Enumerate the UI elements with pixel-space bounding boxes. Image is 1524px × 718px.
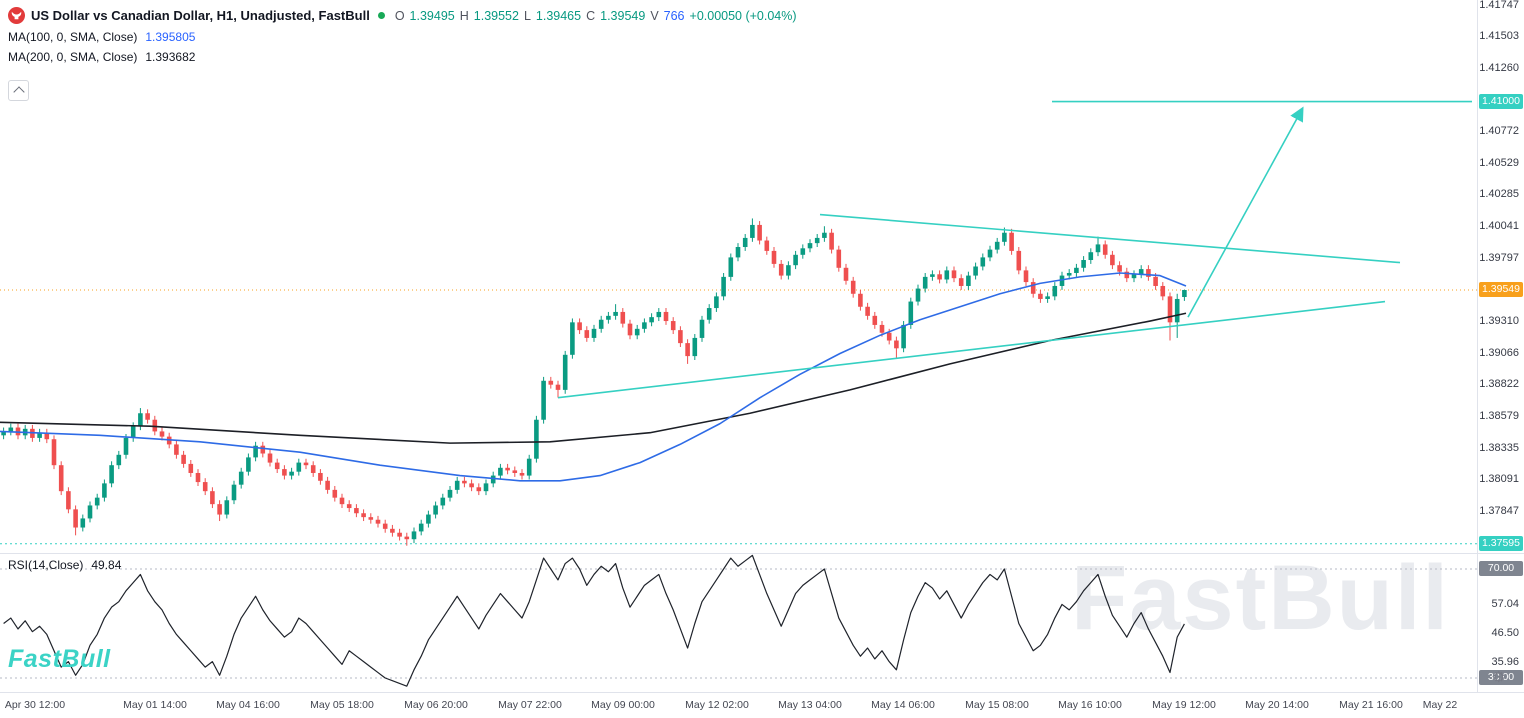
close-label: C bbox=[586, 8, 596, 23]
price-tick: 1.39310 bbox=[1479, 315, 1519, 328]
ohlc-readout: O 1.39495 H 1.39552 L 1.39465 C 1.39549 … bbox=[395, 9, 797, 23]
price-axis[interactable]: 1.41747 1.41503 1.41260 1.40772 1.40529 1.402… bbox=[1478, 0, 1524, 692]
open-label: O bbox=[394, 8, 405, 23]
time-label: May 12 02:00 bbox=[685, 699, 749, 711]
price-badge-teal: 1.37595 bbox=[1479, 535, 1523, 551]
price-tick: 1.41747 bbox=[1479, 0, 1519, 11]
ma200-line[interactable] bbox=[0, 312, 1187, 444]
fastbull-watermark: FastBull bbox=[1071, 547, 1450, 649]
time-label: May 14 06:00 bbox=[871, 699, 935, 711]
rsi-tick: 46.50 bbox=[1491, 627, 1519, 640]
ma100-line[interactable] bbox=[0, 272, 1187, 482]
projection-arrow[interactable] bbox=[1187, 106, 1304, 318]
time-label: May 05 18:00 bbox=[310, 699, 374, 711]
time-label: May 16 10:00 bbox=[1058, 699, 1122, 711]
ma100-value: 1.395805 bbox=[145, 30, 196, 44]
rsi-badge: 70.00 bbox=[1479, 561, 1523, 576]
close-value: 1.39549 bbox=[600, 8, 646, 23]
price-tick: 1.40041 bbox=[1479, 220, 1519, 233]
volume-label: V bbox=[650, 8, 659, 23]
rsi-tick: 57.04 bbox=[1491, 598, 1519, 611]
pane-separator[interactable] bbox=[0, 553, 1524, 554]
time-label: May 06 20:00 bbox=[404, 699, 468, 711]
rsi-value: 49.84 bbox=[91, 558, 122, 572]
price-tick: 1.37847 bbox=[1479, 505, 1519, 518]
ma200-label: MA(200, 0, SMA, Close) bbox=[8, 50, 138, 64]
ma200-row[interactable]: MA(200, 0, SMA, Close) 1.393682 bbox=[8, 50, 797, 64]
price-axis-separator bbox=[1477, 0, 1478, 692]
rsi-tick: 35.96 bbox=[1491, 655, 1519, 668]
ma100-row[interactable]: MA(100, 0, SMA, Close) 1.395805 bbox=[8, 30, 797, 44]
low-value: 1.39465 bbox=[535, 8, 582, 23]
ma100-label: MA(100, 0, SMA, Close) bbox=[8, 30, 138, 44]
time-label: May 13 04:00 bbox=[778, 699, 842, 711]
change-value: +0.00050 (+0.04%) bbox=[689, 8, 797, 23]
price-tick: 1.39066 bbox=[1479, 346, 1519, 359]
time-label: May 07 22:00 bbox=[498, 699, 562, 711]
price-badge-orange: 1.39549 bbox=[1479, 282, 1523, 297]
price-tick: 1.38091 bbox=[1479, 473, 1519, 486]
time-label: May 01 14:00 bbox=[123, 699, 187, 711]
settings-gear-icon[interactable]: ⚙ bbox=[1492, 669, 1506, 686]
candles-layer bbox=[1, 218, 1187, 546]
price-tick: 1.40285 bbox=[1479, 188, 1519, 201]
open-value: 1.39495 bbox=[409, 8, 455, 23]
symbol-title[interactable]: US Dollar vs Canadian Dollar, H1, Unadju… bbox=[31, 8, 370, 23]
time-label: May 15 08:00 bbox=[965, 699, 1029, 711]
chevron-up-icon bbox=[12, 86, 25, 98]
realtime-status-dot bbox=[377, 12, 385, 19]
time-label: May 21 16:00 bbox=[1339, 699, 1403, 711]
chart-legend: US Dollar vs Canadian Dollar, H1, Unadju… bbox=[8, 7, 797, 64]
price-tick: 1.40529 bbox=[1479, 156, 1519, 169]
price-tick: 1.41503 bbox=[1479, 30, 1519, 43]
rsi-indicator-pane[interactable] bbox=[0, 553, 1477, 692]
time-axis-separator bbox=[0, 692, 1524, 693]
time-label: May 09 00:00 bbox=[591, 699, 655, 711]
price-tick: 1.41260 bbox=[1479, 61, 1519, 74]
time-label: May 22 bbox=[1422, 699, 1458, 711]
high-label: H bbox=[459, 8, 469, 23]
time-label: Apr 30 12:00 bbox=[4, 699, 66, 711]
volume-value: 766 bbox=[663, 8, 685, 23]
rsi-legend[interactable]: RSI(14,Close) 49.84 bbox=[8, 558, 121, 572]
main-price-chart[interactable] bbox=[0, 0, 1477, 553]
low-label: L bbox=[523, 8, 531, 23]
symbol-row[interactable]: US Dollar vs Canadian Dollar, H1, Unadju… bbox=[8, 7, 797, 24]
time-label: May 19 12:00 bbox=[1152, 699, 1216, 711]
time-label: May 04 16:00 bbox=[216, 699, 280, 711]
rsi-label: RSI(14,Close) bbox=[8, 558, 84, 572]
price-badge-teal: 1.41000 bbox=[1479, 93, 1523, 109]
time-axis[interactable]: Apr 30 12:00 May 01 14:00 May 04 16:00 May … bbox=[0, 693, 1524, 718]
fastbull-symbol-icon bbox=[8, 7, 25, 24]
price-tick: 1.38822 bbox=[1479, 378, 1519, 391]
trendline-upper[interactable] bbox=[819, 213, 1401, 264]
time-label: May 20 14:00 bbox=[1245, 699, 1309, 711]
rsi-line bbox=[3, 554, 1185, 687]
price-tick: 1.40772 bbox=[1479, 125, 1519, 138]
high-value: 1.39552 bbox=[473, 8, 519, 23]
price-tick: 1.39797 bbox=[1479, 251, 1519, 264]
fastbull-logo: FastBull bbox=[8, 645, 111, 673]
collapse-indicators-button[interactable] bbox=[8, 80, 29, 101]
rsi-badge: 30.00 bbox=[1479, 670, 1523, 685]
price-tick: 1.38579 bbox=[1479, 409, 1519, 422]
trendline-lower[interactable] bbox=[557, 300, 1386, 399]
price-tick: 1.38335 bbox=[1479, 441, 1519, 454]
ma200-value: 1.393682 bbox=[145, 50, 196, 64]
